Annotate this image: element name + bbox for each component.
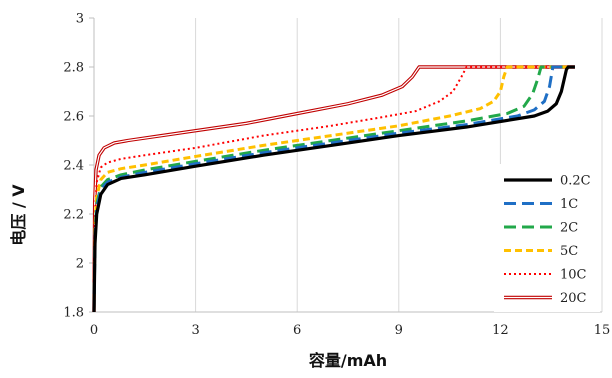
x-tick-label: 9 <box>395 323 403 338</box>
y-tick-label: 3 <box>76 12 84 27</box>
y-tick-label: 2.2 <box>63 208 84 223</box>
series-line-0.2c <box>92 65 575 313</box>
y-tick-label: 2 <box>76 257 84 272</box>
legend-label: 20C <box>560 291 587 306</box>
legend-label: 5C <box>560 244 578 259</box>
series-line-2c <box>92 65 575 313</box>
x-tick-label: 3 <box>191 323 199 338</box>
legend-label: 2C <box>560 221 578 236</box>
series-lines <box>92 65 575 313</box>
series-line-20c <box>93 66 575 313</box>
legend-label: 10C <box>560 268 587 283</box>
legend: 0.2C 1C 2C 5C 10C 20C <box>494 164 600 312</box>
x-axis-title: 容量/mAh <box>308 351 387 370</box>
series-line-10c <box>93 66 575 313</box>
legend-label: 1C <box>560 197 578 212</box>
legend-background <box>494 164 600 312</box>
series-line-5c <box>92 65 575 313</box>
y-axis-title: 电压 / V <box>9 184 28 246</box>
x-tick-label: 12 <box>492 323 509 338</box>
y-tick-label: 2.4 <box>63 159 84 174</box>
y-tick-label: 2.8 <box>63 61 84 76</box>
legend-label: 0.2C <box>560 174 591 189</box>
x-tick-label: 15 <box>594 323 611 338</box>
x-tick-label: 0 <box>90 323 98 338</box>
tick-labels: 1.8 2 2.2 2.4 2.6 2.8 3 0 3 6 9 12 15 <box>63 12 610 339</box>
x-tick-label: 6 <box>293 323 301 338</box>
y-tick-label: 1.8 <box>63 306 84 321</box>
y-tick-label: 2.6 <box>63 110 84 125</box>
